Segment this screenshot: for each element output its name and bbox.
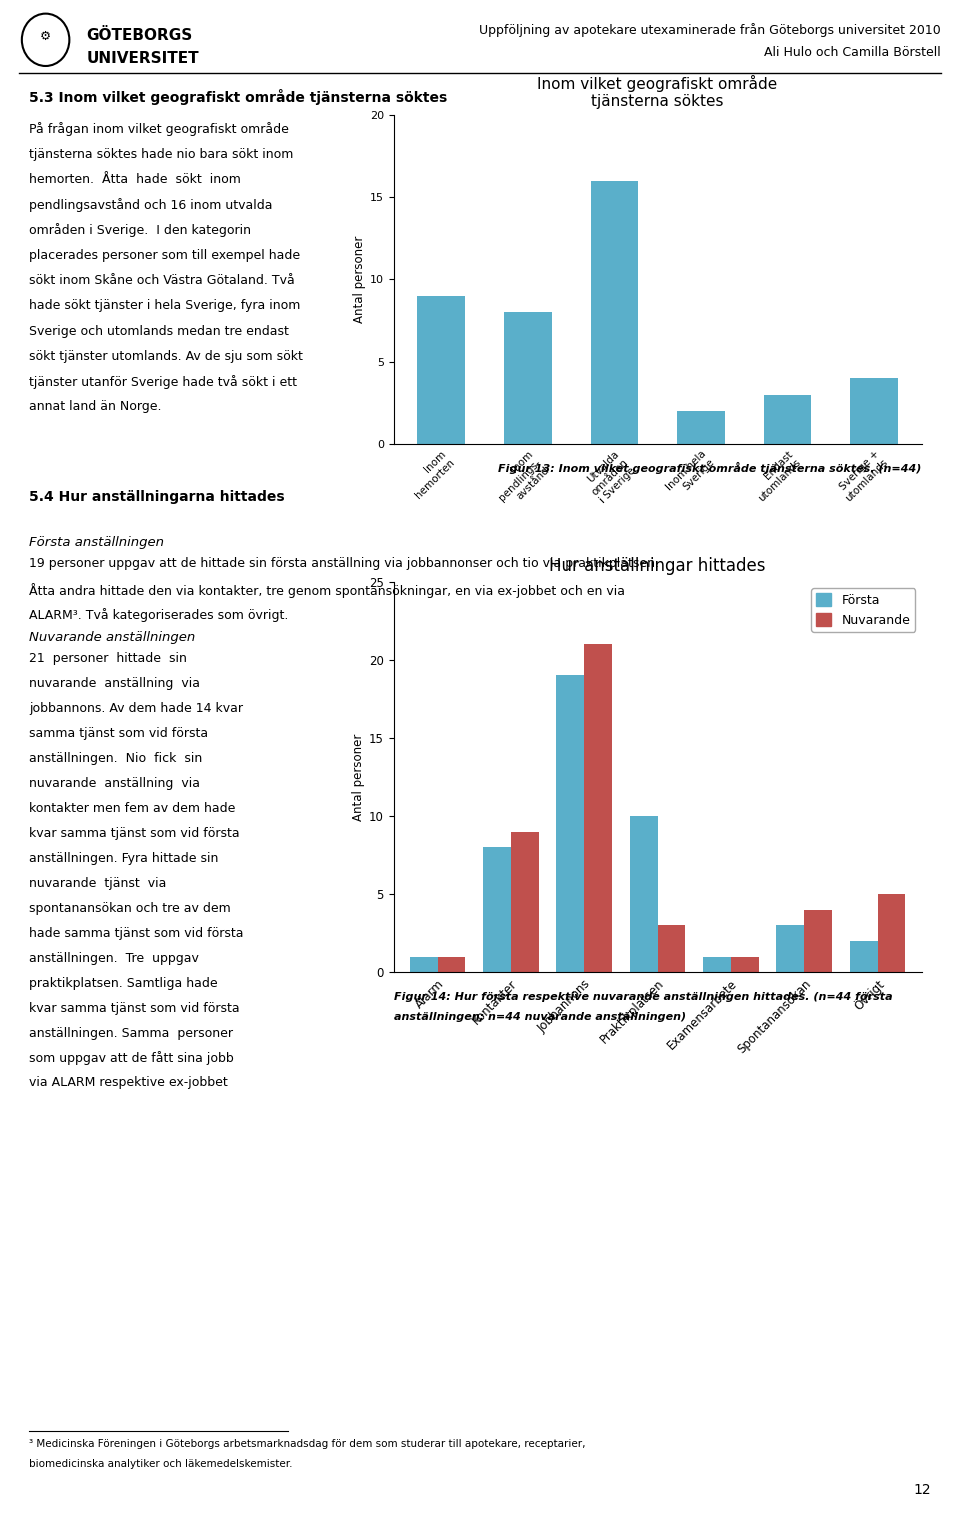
Bar <box>804 909 832 972</box>
Text: pendlingsavstånd och 16 inom utvalda: pendlingsavstånd och 16 inom utvalda <box>29 197 273 213</box>
Text: kvar samma tjänst som vid första: kvar samma tjänst som vid första <box>29 827 239 841</box>
Bar <box>851 378 898 444</box>
Text: Ali Hulo och Camilla Börstell: Ali Hulo och Camilla Börstell <box>764 46 941 58</box>
Bar <box>504 312 552 444</box>
Text: UNIVERSITET: UNIVERSITET <box>86 51 199 66</box>
Text: placerades personer som till exempel hade: placerades personer som till exempel had… <box>29 248 300 262</box>
Text: Första anställningen: Första anställningen <box>29 536 164 548</box>
Text: 5.4 Hur anställningarna hittades: 5.4 Hur anställningarna hittades <box>29 490 284 504</box>
Text: tjänsterna söktes hade nio bara sökt inom: tjänsterna söktes hade nio bara sökt ino… <box>29 147 293 161</box>
Bar <box>410 957 438 972</box>
Text: sökt inom Skåne och Västra Götaland. Två: sökt inom Skåne och Västra Götaland. Två <box>29 274 295 286</box>
Bar <box>850 942 877 972</box>
Bar <box>438 957 466 972</box>
Bar <box>703 957 731 972</box>
Bar <box>677 410 725 444</box>
Text: praktikplatsen. Samtliga hade: praktikplatsen. Samtliga hade <box>29 977 217 989</box>
Text: Uppföljning av apotekare utexaminerade från Göteborgs universitet 2010: Uppföljning av apotekare utexaminerade f… <box>479 23 941 37</box>
Text: spontanansökan och tre av dem: spontanansökan och tre av dem <box>29 902 230 914</box>
Title: Inom vilket geografiskt område
tjänsterna söktes: Inom vilket geografiskt område tjänstern… <box>538 75 778 110</box>
Text: ⚙: ⚙ <box>40 31 51 43</box>
Text: jobbannons. Av dem hade 14 kvar: jobbannons. Av dem hade 14 kvar <box>29 703 243 715</box>
Bar <box>590 181 638 444</box>
Text: hemorten.  Åtta  hade  sökt  inom: hemorten. Åtta hade sökt inom <box>29 173 241 185</box>
Y-axis label: Antal personer: Antal personer <box>351 733 365 821</box>
Bar <box>731 957 758 972</box>
Text: Nuvarande anställningen: Nuvarande anställningen <box>29 631 195 643</box>
Bar <box>511 831 539 972</box>
Text: via ALARM respektive ex-jobbet: via ALARM respektive ex-jobbet <box>29 1076 228 1090</box>
Text: 21  personer  hittade  sin: 21 personer hittade sin <box>29 652 186 664</box>
Text: anställningen. Fyra hittade sin: anställningen. Fyra hittade sin <box>29 851 218 865</box>
Text: nuvarande  anställning  via: nuvarande anställning via <box>29 778 200 790</box>
Title: Hur anställningar hittades: Hur anställningar hittades <box>549 557 766 574</box>
Text: hade samma tjänst som vid första: hade samma tjänst som vid första <box>29 926 243 940</box>
Text: tjänster utanför Sverige hade två sökt i ett: tjänster utanför Sverige hade två sökt i… <box>29 375 297 389</box>
Text: anställningen; n=44 nuvarande anställningen): anställningen; n=44 nuvarande anställnin… <box>394 1012 685 1023</box>
Text: 5.3 Inom vilket geografiskt område tjänsterna söktes: 5.3 Inom vilket geografiskt område tjäns… <box>29 89 447 104</box>
Legend: Första, Nuvarande: Första, Nuvarande <box>811 588 915 631</box>
Bar <box>585 645 612 972</box>
Text: anställningen.  Nio  fick  sin: anställningen. Nio fick sin <box>29 752 202 766</box>
Text: nuvarande  tjänst  via: nuvarande tjänst via <box>29 877 166 890</box>
Text: På frågan inom vilket geografiskt område: På frågan inom vilket geografiskt område <box>29 122 289 136</box>
Bar <box>483 847 511 972</box>
Text: Åtta andra hittade den via kontakter, tre genom spontansökningar, en via ex-jobb: Åtta andra hittade den via kontakter, tr… <box>29 582 625 597</box>
Text: samma tjänst som vid första: samma tjänst som vid första <box>29 727 208 739</box>
Bar <box>777 925 804 972</box>
Text: 19 personer uppgav att de hittade sin första anställning via jobbannonser och ti: 19 personer uppgav att de hittade sin fö… <box>29 557 659 570</box>
Text: ALARM³. Två kategoriserades som övrigt.: ALARM³. Två kategoriserades som övrigt. <box>29 608 288 622</box>
Text: nuvarande  anställning  via: nuvarande anställning via <box>29 677 200 690</box>
Text: biomedicinska analytiker och läkemedelskemister.: biomedicinska analytiker och läkemedelsk… <box>29 1459 292 1470</box>
Text: GÖTEBORGS: GÖTEBORGS <box>86 28 193 43</box>
Bar <box>557 675 585 972</box>
Text: 12: 12 <box>914 1484 931 1497</box>
Text: Sverige och utomlands medan tre endast: Sverige och utomlands medan tre endast <box>29 325 289 337</box>
Bar <box>877 894 905 972</box>
Text: kvar samma tjänst som vid första: kvar samma tjänst som vid första <box>29 1001 239 1015</box>
Text: sökt tjänster utomlands. Av de sju som sökt: sökt tjänster utomlands. Av de sju som s… <box>29 349 302 363</box>
Y-axis label: Antal personer: Antal personer <box>352 236 366 323</box>
Text: anställningen.  Tre  uppgav: anställningen. Tre uppgav <box>29 952 199 965</box>
Text: annat land än Norge.: annat land än Norge. <box>29 400 161 413</box>
Text: ³ Medicinska Föreningen i Göteborgs arbetsmarknadsdag för dem som studerar till : ³ Medicinska Föreningen i Göteborgs arbe… <box>29 1439 586 1450</box>
Text: anställningen. Samma  personer: anställningen. Samma personer <box>29 1026 233 1040</box>
Text: Figur 13: Inom vilket geografiskt område tjänsterna söktes. (n=44): Figur 13: Inom vilket geografiskt område… <box>498 462 922 475</box>
Bar <box>763 395 811 444</box>
Text: som uppgav att de fått sina jobb: som uppgav att de fått sina jobb <box>29 1052 233 1066</box>
Text: kontakter men fem av dem hade: kontakter men fem av dem hade <box>29 802 235 814</box>
Bar <box>418 295 465 444</box>
Bar <box>630 816 658 972</box>
Bar <box>658 925 685 972</box>
Text: Figur 14: Hur första respektive nuvarande anställningen hittades. (n=44 första: Figur 14: Hur första respektive nuvarand… <box>394 992 892 1003</box>
Text: områden i Sverige.  I den kategorin: områden i Sverige. I den kategorin <box>29 224 251 237</box>
Text: hade sökt tjänster i hela Sverige, fyra inom: hade sökt tjänster i hela Sverige, fyra … <box>29 300 300 312</box>
